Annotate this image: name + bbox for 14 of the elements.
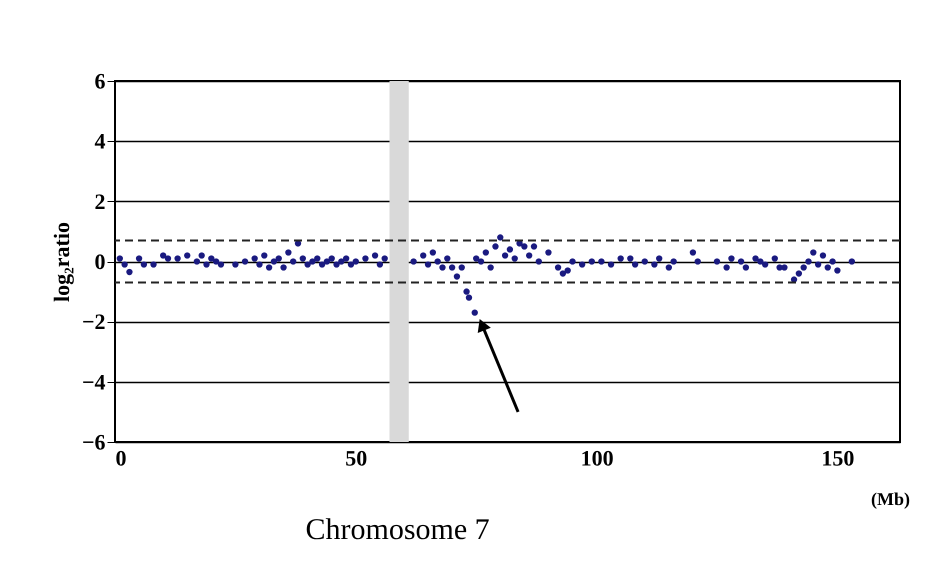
y-tick-label: 6 (94, 68, 106, 94)
y-axis-title: log₂ratio (48, 222, 74, 302)
x-tick-label: 50 (345, 446, 368, 470)
y-tick-label: −2 (82, 309, 106, 334)
x-tick-label: 0 (116, 446, 126, 470)
x-axis-title: Chromosome 7 (306, 513, 490, 546)
y-tick-label: 0 (94, 249, 106, 274)
y-tick-label: −6 (82, 430, 106, 454)
text: (Mb) (871, 489, 910, 509)
x-tick-label: 100 (580, 446, 614, 470)
y-tick-label: 4 (94, 128, 106, 154)
y-tick-label: 2 (94, 188, 106, 214)
y-tick-label: −4 (82, 369, 106, 394)
x-tick-label: 150 (821, 446, 854, 470)
